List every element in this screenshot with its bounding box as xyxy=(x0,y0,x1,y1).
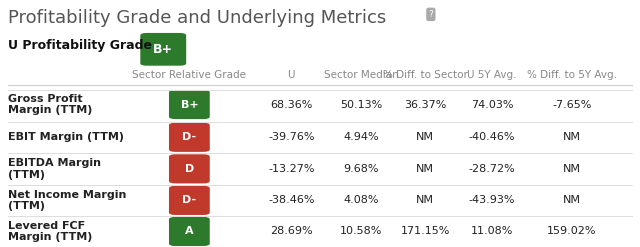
FancyBboxPatch shape xyxy=(169,217,210,246)
Text: B+: B+ xyxy=(180,100,198,109)
FancyBboxPatch shape xyxy=(169,186,210,215)
Text: -38.46%: -38.46% xyxy=(268,195,315,206)
Text: Sector Median: Sector Median xyxy=(324,70,399,81)
Text: EBITDA Margin
(TTM): EBITDA Margin (TTM) xyxy=(8,158,100,180)
Text: Gross Profit
Margin (TTM): Gross Profit Margin (TTM) xyxy=(8,94,92,115)
Text: 28.69%: 28.69% xyxy=(270,226,312,236)
Text: Profitability Grade and Underlying Metrics: Profitability Grade and Underlying Metri… xyxy=(8,9,386,27)
Text: 36.37%: 36.37% xyxy=(404,100,446,109)
Text: D-: D- xyxy=(182,132,196,142)
Text: U: U xyxy=(287,70,295,81)
Text: % Diff. to 5Y Avg.: % Diff. to 5Y Avg. xyxy=(527,70,617,81)
Text: 9.68%: 9.68% xyxy=(344,164,379,174)
FancyBboxPatch shape xyxy=(169,90,210,119)
Text: Sector Relative Grade: Sector Relative Grade xyxy=(132,70,246,81)
Text: NM: NM xyxy=(563,164,580,174)
Text: 11.08%: 11.08% xyxy=(471,226,513,236)
FancyBboxPatch shape xyxy=(169,154,210,184)
Text: EBIT Margin (TTM): EBIT Margin (TTM) xyxy=(8,132,124,142)
Text: D-: D- xyxy=(182,195,196,206)
FancyBboxPatch shape xyxy=(169,123,210,152)
Text: -7.65%: -7.65% xyxy=(552,100,591,109)
Text: 159.02%: 159.02% xyxy=(547,226,596,236)
Text: 68.36%: 68.36% xyxy=(270,100,312,109)
FancyBboxPatch shape xyxy=(140,33,186,66)
Text: 4.94%: 4.94% xyxy=(344,132,380,142)
Text: NM: NM xyxy=(563,132,580,142)
Text: % Diff. to Sector: % Diff. to Sector xyxy=(383,70,468,81)
Text: U Profitability Grade: U Profitability Grade xyxy=(8,39,152,52)
Text: 171.15%: 171.15% xyxy=(401,226,450,236)
Text: 50.13%: 50.13% xyxy=(340,100,383,109)
Text: 74.03%: 74.03% xyxy=(471,100,513,109)
Text: -40.46%: -40.46% xyxy=(468,132,515,142)
Text: -13.27%: -13.27% xyxy=(268,164,315,174)
Text: NM: NM xyxy=(563,195,580,206)
Text: -43.93%: -43.93% xyxy=(468,195,515,206)
Text: Levered FCF
Margin (TTM): Levered FCF Margin (TTM) xyxy=(8,221,92,242)
Text: NM: NM xyxy=(416,164,434,174)
Text: 10.58%: 10.58% xyxy=(340,226,383,236)
Text: NM: NM xyxy=(416,132,434,142)
Text: U 5Y Avg.: U 5Y Avg. xyxy=(467,70,517,81)
Text: NM: NM xyxy=(416,195,434,206)
Text: -39.76%: -39.76% xyxy=(268,132,315,142)
Text: Net Income Margin
(TTM): Net Income Margin (TTM) xyxy=(8,190,126,211)
Text: A: A xyxy=(185,226,194,236)
Text: -28.72%: -28.72% xyxy=(468,164,515,174)
Text: 4.08%: 4.08% xyxy=(344,195,379,206)
Text: ?: ? xyxy=(429,10,433,19)
Text: B+: B+ xyxy=(153,43,173,56)
Text: D: D xyxy=(185,164,194,174)
